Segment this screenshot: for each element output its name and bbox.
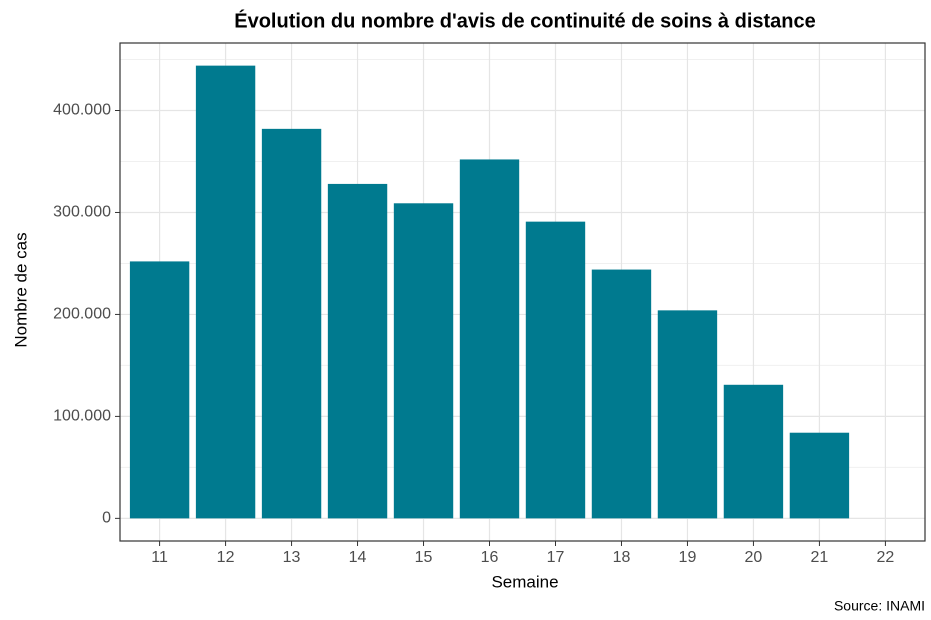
bar: [459, 159, 520, 519]
bar: [195, 65, 256, 519]
bar: [591, 269, 652, 519]
bar: [657, 310, 718, 519]
bar: [789, 432, 850, 519]
bar: [327, 183, 388, 519]
plot-border: [119, 42, 926, 542]
x-tick-label: 12: [217, 549, 235, 566]
bar: [393, 203, 454, 519]
caption: Source: INAMI: [834, 598, 925, 614]
x-tick-label: 19: [679, 549, 697, 566]
x-tick-label: 17: [547, 549, 565, 566]
y-tick-label: 0: [102, 510, 111, 527]
bar: [723, 384, 784, 519]
x-axis-label: Semaine: [491, 572, 558, 591]
x-tick-label: 21: [811, 549, 829, 566]
chart-title: Évolution du nombre d'avis de continuité…: [234, 9, 816, 32]
x-tick-label: 20: [745, 549, 763, 566]
y-tick-label: 400.000: [53, 102, 111, 119]
y-tick-label: 300.000: [53, 204, 111, 221]
bar: [525, 221, 586, 519]
x-tick-label: 15: [415, 549, 433, 566]
bar: [261, 128, 322, 519]
x-tick-label: 14: [349, 549, 367, 566]
x-tick-label: 16: [481, 549, 499, 566]
x-tick-label: 11: [151, 549, 168, 566]
x-tick-label: 22: [877, 549, 895, 566]
y-axis-label: Nombre de cas: [11, 232, 30, 347]
y-tick-label: 100.000: [53, 408, 111, 425]
x-tick-label: 13: [283, 549, 301, 566]
bar: [129, 261, 190, 519]
y-tick-label: 200.000: [53, 306, 111, 323]
x-tick-label: 18: [613, 549, 631, 566]
